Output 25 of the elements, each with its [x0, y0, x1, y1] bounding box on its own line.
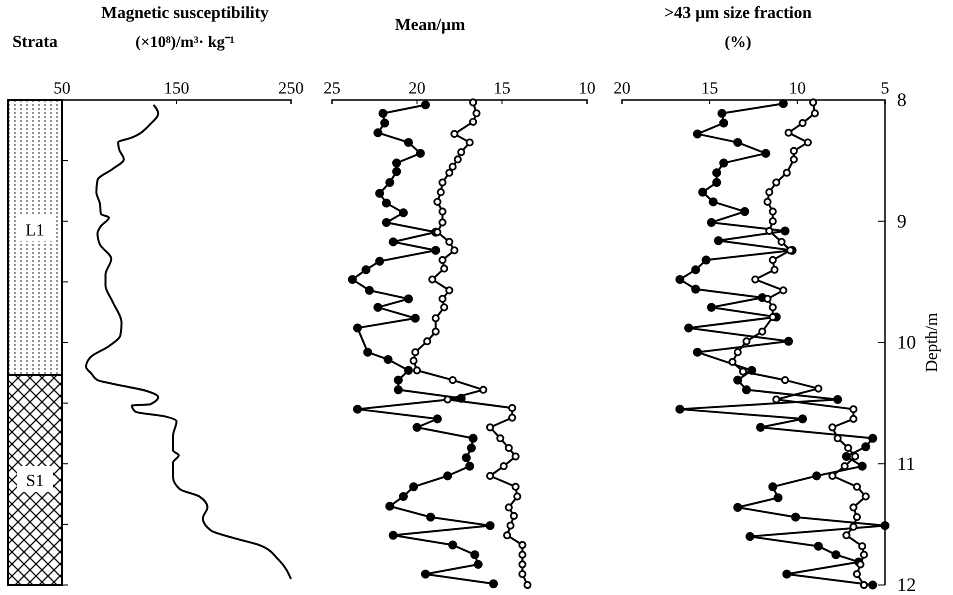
y-tick-label: 8: [897, 90, 906, 112]
x-tick-label: 25: [324, 78, 340, 98]
text: Strata: [12, 32, 58, 51]
x-tick-label: 50: [54, 78, 70, 98]
x-tick-label: 10: [578, 78, 596, 98]
y-tick-label: 12: [897, 575, 916, 595]
text: L1: [26, 220, 44, 240]
x-tick-label: 10: [788, 78, 806, 98]
y-tick-label: 10: [897, 332, 916, 354]
x-tick-label: 150: [164, 78, 190, 98]
x-tick-label: 20: [408, 78, 426, 98]
chart-title: Mean/µm: [394, 15, 466, 34]
x-tick-label: 250: [278, 78, 304, 98]
y-tick-label: 9: [897, 211, 906, 232]
chart-subtitle: (×10⁸)/m³· kg⁻¹: [135, 34, 235, 51]
x-tick-label: 15: [494, 78, 510, 98]
y-tick-label: 11: [897, 454, 916, 475]
text: S1: [26, 471, 44, 490]
chart-subtitle: (%): [724, 34, 752, 51]
chart-title: >43 µm size fraction: [664, 3, 812, 22]
chart-title: Magnetic susceptibility: [101, 3, 270, 22]
y-axis-title: Depth/m: [922, 312, 941, 372]
x-tick-label: 15: [701, 78, 718, 98]
x-tick-label: 20: [614, 78, 630, 98]
x-tick-label: 5: [880, 78, 890, 98]
